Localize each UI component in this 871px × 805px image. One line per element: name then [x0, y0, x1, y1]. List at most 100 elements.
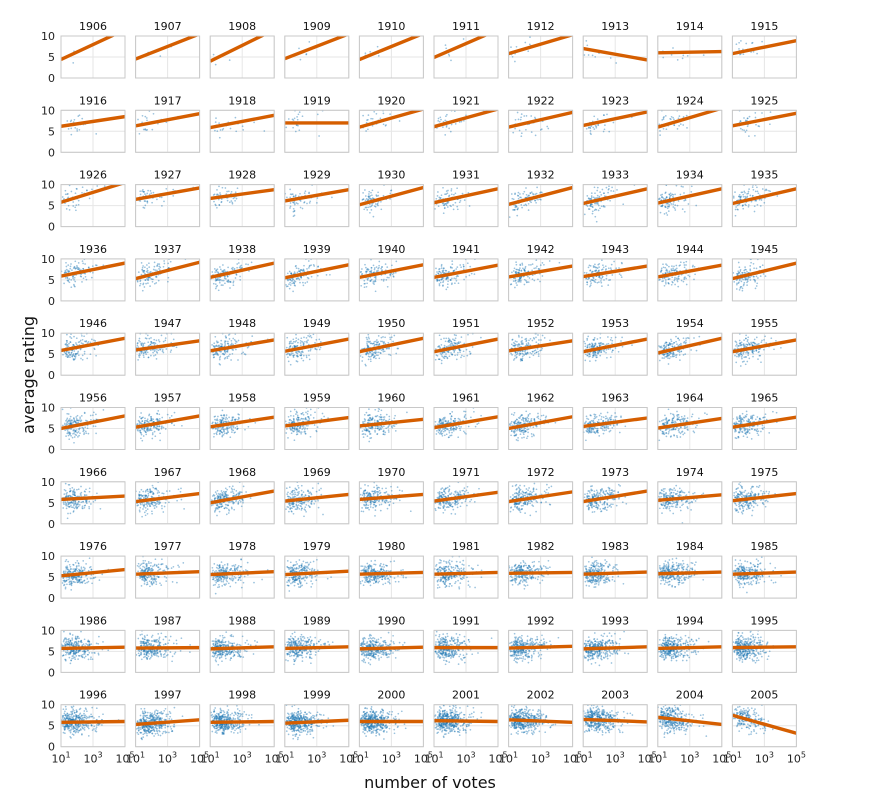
scatter-point	[214, 193, 216, 195]
scatter-point	[216, 270, 218, 272]
scatter-point	[216, 286, 218, 288]
scatter-point	[67, 277, 69, 279]
scatter-point	[461, 336, 463, 338]
scatter-point	[138, 271, 140, 273]
scatter-point	[67, 271, 69, 273]
scatter-point	[141, 342, 143, 344]
scatter-point	[521, 270, 523, 272]
scatter-point	[456, 187, 458, 189]
scatter-point	[222, 432, 224, 434]
scatter-point	[515, 352, 517, 354]
scatter-point	[82, 186, 84, 188]
scatter-point	[599, 345, 601, 347]
scatter-point	[518, 269, 520, 271]
scatter-point	[762, 264, 764, 266]
scatter-point	[748, 188, 750, 190]
scatter-point	[598, 266, 600, 268]
scatter-point	[466, 349, 468, 351]
scatter-point	[586, 338, 588, 340]
scatter-point	[447, 271, 449, 273]
scatter-point	[584, 343, 586, 345]
scatter-point	[84, 263, 86, 265]
scatter-point	[89, 198, 91, 200]
scatter-point	[222, 187, 224, 189]
scatter-point	[521, 263, 523, 265]
scatter-point	[140, 432, 142, 434]
scatter-point	[529, 200, 531, 202]
scatter-point	[442, 271, 444, 273]
scatter-point	[138, 420, 140, 422]
scatter-point	[683, 116, 685, 118]
scatter-point	[140, 194, 142, 196]
scatter-point	[93, 425, 95, 427]
scatter-point	[514, 278, 516, 280]
scatter-point	[78, 354, 80, 356]
scatter-point	[601, 259, 603, 261]
scatter-point	[81, 335, 83, 337]
scatter-point	[748, 191, 750, 193]
scatter-point	[663, 116, 665, 118]
scatter-point	[146, 338, 148, 340]
scatter-point	[382, 351, 384, 353]
scatter-point	[745, 120, 747, 122]
scatter-point	[139, 133, 141, 135]
scatter-point	[237, 428, 239, 430]
scatter-point	[300, 337, 302, 339]
scatter-point	[393, 335, 395, 337]
scatter-point	[753, 267, 755, 269]
scatter-point	[459, 201, 461, 203]
scatter-point	[288, 353, 290, 355]
scatter-point	[145, 434, 147, 436]
scatter-point	[299, 270, 301, 272]
scatter-point	[229, 287, 231, 289]
y-tick-label: 0	[48, 146, 55, 159]
scatter-point	[227, 357, 229, 359]
scatter-point	[747, 344, 749, 346]
scatter-point	[516, 354, 518, 356]
y-tick-label: 5	[48, 51, 55, 64]
panel-1939: 1939	[285, 243, 349, 301]
scatter-point	[236, 198, 238, 200]
scatter-point	[289, 196, 291, 198]
scatter-point	[82, 359, 84, 361]
scatter-point	[86, 189, 88, 191]
scatter-point	[292, 355, 294, 357]
scatter-point	[383, 195, 385, 197]
scatter-point	[82, 260, 84, 262]
scatter-point	[368, 341, 370, 343]
panel-title: 1915	[750, 20, 778, 33]
scatter-point	[242, 125, 244, 127]
scatter-point	[454, 334, 456, 336]
scatter-point	[441, 265, 443, 267]
scatter-point	[146, 268, 148, 270]
scatter-point	[661, 268, 663, 270]
scatter-point	[585, 353, 587, 355]
scatter-point	[163, 201, 165, 203]
scatter-point	[146, 193, 148, 195]
scatter-point	[288, 118, 290, 120]
scatter-point	[590, 282, 592, 284]
scatter-point	[154, 269, 156, 271]
scatter-point	[295, 334, 297, 336]
scatter-point	[318, 135, 320, 137]
scatter-point	[288, 416, 290, 418]
scatter-point	[72, 276, 74, 278]
scatter-point	[139, 190, 141, 192]
scatter-point	[230, 281, 232, 283]
scatter-point	[670, 356, 672, 358]
scatter-point	[739, 340, 741, 342]
scatter-point	[70, 354, 72, 356]
scatter-point	[600, 280, 602, 282]
scatter-point	[662, 197, 664, 199]
scatter-point	[299, 282, 301, 284]
scatter-point	[458, 341, 460, 343]
scatter-point	[670, 268, 672, 270]
scatter-point	[665, 115, 667, 117]
scatter-point	[227, 343, 229, 345]
scatter-point	[590, 130, 592, 132]
scatter-point	[598, 343, 600, 345]
scatter-point	[313, 417, 315, 419]
y-tick-label: 10	[41, 179, 55, 192]
y-tick-label: 0	[48, 295, 55, 308]
scatter-point	[529, 277, 531, 279]
